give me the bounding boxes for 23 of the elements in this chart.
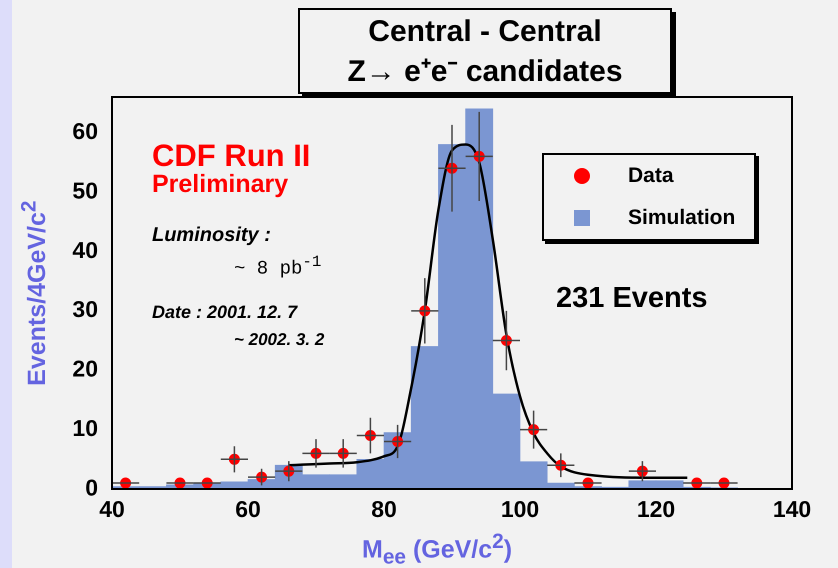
x-tick-label: 80 [371,496,397,522]
chart-subtitle: Z→ e⁺e⁻ candidates [346,54,624,90]
y-tick-label: 20 [72,356,98,382]
y-tick-label: 60 [72,118,98,144]
legend-label: Data [628,164,674,188]
y-tick-label: 50 [72,177,98,204]
x-tick-label: 120 [636,496,676,522]
x-axis-title: M$_{ee}$ (GeV/c$^{2}$) [362,530,512,568]
y-tick-label: 10 [72,414,98,441]
annotation: ~ 2002. 3. 2 [234,330,324,350]
annotation: 231 Events [556,282,708,315]
annotation: ~ 8 pb$^{-1}$ [234,253,322,280]
x-tick-label: 40 [99,496,125,522]
x-tick-label: 140 [772,496,812,522]
y-tick-label: 40 [72,236,98,263]
legend-label: Simulation [628,206,736,230]
annotation: Date : 2001. 12. 7 [152,302,298,323]
chart-title: Central - Central [367,14,603,50]
annotation: Luminosity : [152,224,271,247]
y-tick-label: 30 [72,296,98,322]
y-tick-label: 0 [85,474,98,500]
x-tick-label: 100 [500,496,540,522]
x-tick-label: 60 [235,496,261,522]
